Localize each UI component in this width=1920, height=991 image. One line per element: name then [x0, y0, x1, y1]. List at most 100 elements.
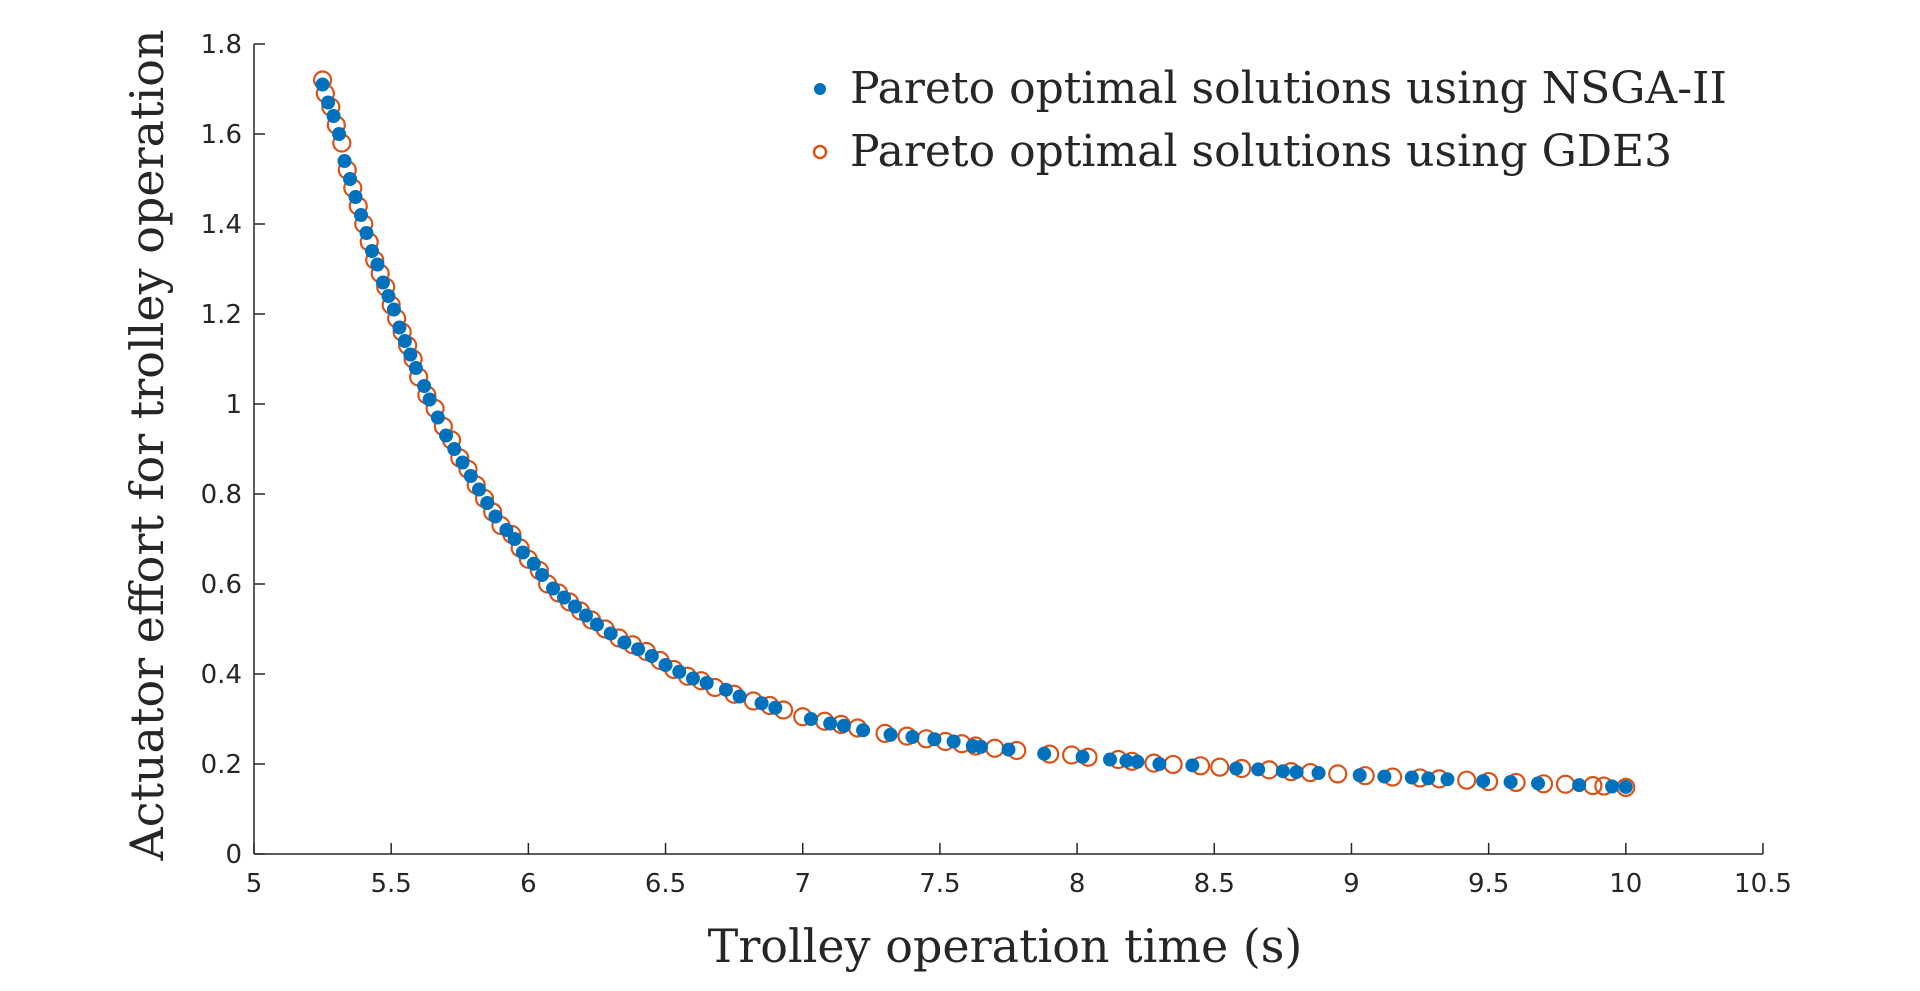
nsga-ii-point [672, 664, 687, 679]
nsga-ii-point [603, 626, 618, 641]
nsga-ii-point [823, 716, 838, 731]
x-tick-label: 7.5 [919, 869, 960, 899]
nsga-ii-point [644, 649, 659, 663]
x-axis-title: Trolley operation time (s) [708, 919, 1303, 973]
nsga-ii-point [364, 244, 379, 258]
nsga-ii-point [439, 428, 454, 443]
nsga-ii-point [803, 712, 818, 726]
nsga-ii-point [488, 509, 503, 524]
x-tick-label: 8.5 [1194, 869, 1235, 899]
legend-label-nsga-ii: Pareto optimal solutions using NSGA-II [850, 63, 1727, 114]
nsga-ii-point [1130, 754, 1145, 769]
y-axis-title: Actuator effort for trolley operation [120, 29, 174, 861]
nsga-ii-point [1275, 764, 1290, 779]
x-tick-label: 6.5 [645, 869, 686, 899]
nsga-ii-point [1531, 776, 1546, 791]
nsga-ii-point [1572, 778, 1587, 793]
nsga-ii-point [1377, 769, 1392, 784]
nsga-ii-point [386, 302, 401, 317]
gde3-point [1210, 757, 1230, 777]
nsga-ii-point [1119, 753, 1134, 768]
nsga-ii-point [359, 226, 374, 240]
nsga-ii-point [370, 257, 385, 272]
y-tick-label: 0 [225, 840, 242, 870]
nsga-ii-point [768, 700, 783, 715]
nsga-ii-point [455, 455, 470, 470]
nsga-ii-point [1037, 746, 1052, 761]
x-tick-label: 10.5 [1734, 869, 1792, 899]
gde3-point [1163, 754, 1183, 775]
x-tick-label: 10 [1609, 869, 1642, 899]
nsga-ii-point [1440, 772, 1455, 787]
nsga-ii-point [856, 723, 871, 738]
nsga-ii-point [732, 689, 747, 704]
nsga-ii-point [535, 568, 550, 582]
nsga-ii-point [557, 590, 572, 605]
nsga-ii-point [1421, 771, 1436, 786]
y-tick-label: 1.6 [201, 120, 242, 150]
nsga-ii-point [1229, 761, 1244, 776]
nsga-ii-point [974, 739, 989, 754]
nsga-ii-point [447, 442, 462, 456]
nsga-ii-point [1103, 752, 1118, 767]
nsga-ii-point [375, 275, 390, 290]
nsga-ii-point [631, 642, 646, 657]
nsga-ii-point [685, 671, 700, 686]
legend-label-gde3: Pareto optimal solutions using GDE3 [850, 126, 1672, 177]
nsga-ii-point [337, 154, 352, 168]
nsga-ii-point [430, 410, 445, 425]
nsga-ii-point [1001, 742, 1016, 757]
legend: Pareto optimal solutions using NSGA-II P… [812, 63, 1727, 177]
nsga-ii-point [617, 635, 632, 650]
nsga-ii-point [354, 208, 369, 222]
nsga-ii-point [1152, 757, 1167, 771]
nsga-ii-point [1618, 779, 1633, 794]
legend-marker-gde3 [812, 144, 828, 160]
gde3-point [1328, 764, 1348, 784]
axes-layer: 5 5.5 6 6.5 7 7.5 8 8.5 9 9.5 10 10.5 0 0.2 0.4 0.6 0.8 1… [201, 30, 1792, 899]
nsga-ii-point [507, 532, 522, 546]
nsga-ii-point [754, 696, 769, 711]
x-tick-label: 6 [520, 869, 537, 899]
nsga-ii-point [1075, 749, 1090, 764]
nsga-ii-point [343, 172, 358, 186]
nsga-ii-point [1289, 765, 1304, 780]
nsga-ii-point [1251, 762, 1266, 777]
nsga-ii-point [348, 190, 363, 204]
y-tick-label: 0.4 [201, 660, 242, 690]
gde3-point [985, 738, 1005, 758]
x-tick-label: 8 [1069, 869, 1086, 899]
nsga-ii-point [381, 289, 396, 303]
x-tick-label: 5.5 [371, 869, 412, 899]
nsga-ii-point [315, 77, 330, 92]
nsga-ii-point [403, 347, 418, 362]
nsga-ii-point [1404, 770, 1419, 785]
nsga-ii-point [326, 109, 341, 123]
nsga-ii-point [515, 545, 530, 560]
y-tick-label: 0.6 [201, 570, 242, 600]
nsga-ii-point [718, 682, 733, 697]
nsga-ii-point [658, 658, 673, 672]
nsga-ii-point [422, 392, 437, 407]
nsga-ii-point [1352, 768, 1367, 783]
gde3-point [1555, 774, 1576, 794]
y-tick-label: 1.4 [201, 210, 242, 240]
nsga-ii-point [589, 617, 604, 632]
y-tick-label: 0.8 [201, 480, 242, 510]
x-tick-label: 5 [246, 869, 263, 899]
nsga-ii-point [417, 379, 432, 393]
nsga-ii-point [946, 734, 961, 749]
nsga-ii-point [905, 730, 920, 744]
legend-marker-nsga-ii [814, 83, 826, 95]
nsga-ii-point [836, 718, 851, 733]
nsga-ii-point [927, 732, 942, 747]
nsga-ii-point [408, 361, 423, 375]
nsga-ii-point [471, 482, 486, 497]
nsga-ii-point [1185, 758, 1200, 773]
y-tick-label: 1 [225, 390, 242, 420]
nsga-ii-point [526, 556, 541, 571]
nsga-ii-point [546, 581, 561, 596]
x-tick-label: 9 [1343, 869, 1360, 899]
nsga-ii-point [397, 334, 412, 348]
